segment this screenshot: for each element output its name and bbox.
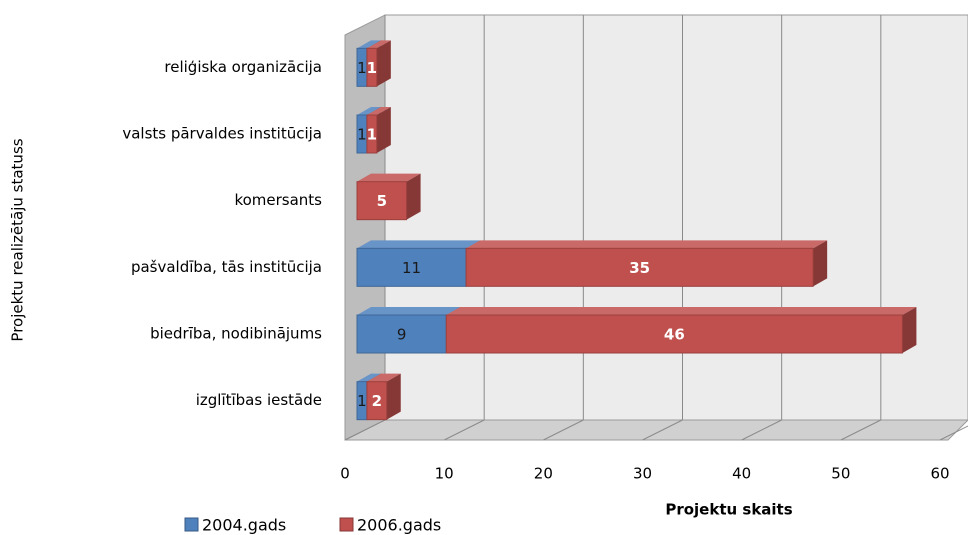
bar-top	[357, 307, 461, 315]
legend-label: 2006.gads	[357, 516, 441, 535]
data-label: 1	[367, 126, 377, 144]
floor-grid-line	[543, 419, 584, 441]
floor-grid-line	[642, 419, 683, 441]
bar-top	[366, 107, 391, 115]
bar-segment	[465, 240, 828, 287]
floor-grid-line	[344, 419, 386, 441]
bar-side	[386, 373, 401, 420]
bar-front	[356, 181, 408, 221]
data-label: 1	[357, 392, 367, 410]
bar-front	[366, 114, 378, 154]
legend-label: 2004.gads	[202, 516, 286, 535]
bar-side	[376, 107, 391, 153]
bar-front	[356, 314, 447, 354]
y-tick-label: biedrība, nodibinājums	[150, 325, 322, 343]
floor-grid-line	[939, 425, 968, 441]
bar-side	[902, 307, 917, 353]
bar-segment	[366, 373, 401, 421]
floor-grid-line	[741, 419, 782, 441]
bar-segment	[356, 173, 421, 221]
data-label: 2	[372, 392, 382, 410]
x-tick-label: 10	[435, 465, 454, 483]
bar-top	[357, 40, 381, 49]
bar-top	[466, 240, 828, 249]
bar-segment	[366, 107, 391, 154]
x-tick-label: 0	[340, 465, 350, 483]
data-label: 1	[367, 59, 377, 77]
bar-side	[406, 173, 421, 220]
bar-top	[357, 240, 481, 249]
y-tick-label: izglītības iestāde	[196, 391, 322, 409]
y-tick-label: komersants	[234, 191, 322, 209]
bar-front	[366, 381, 388, 421]
y-tick-label: valsts pārvaldes institūcija	[122, 125, 322, 143]
x-tick-label: 30	[633, 465, 652, 483]
bar-top	[357, 107, 381, 115]
data-label: 46	[664, 326, 685, 344]
bar-front	[465, 247, 814, 287]
bar-segment	[356, 307, 461, 354]
x-axis-title: Projektu skaits	[665, 501, 792, 519]
y-tick-label: pašvaldība, tās institūcija	[131, 258, 322, 276]
data-label: 1	[357, 126, 367, 144]
bar-front	[356, 247, 467, 287]
bar-top	[446, 307, 917, 315]
data-label: 11	[402, 259, 421, 277]
bar-segment	[445, 307, 917, 354]
y-axis-title: Projektu realizētāju statuss	[9, 138, 27, 341]
data-label: 5	[377, 192, 387, 210]
floor-grid-line	[840, 419, 882, 441]
data-label: 1	[357, 59, 367, 77]
bar-front	[366, 47, 378, 87]
bar-front	[445, 314, 903, 354]
legend-swatch	[339, 517, 354, 532]
bar-top	[357, 173, 421, 182]
bar-top	[366, 373, 401, 382]
data-label: 35	[629, 259, 650, 277]
bar-side	[813, 240, 828, 287]
data-label: 9	[397, 326, 407, 344]
x-tick-label: 40	[732, 465, 751, 483]
y-tick-label: reliģiska organizācija	[164, 58, 322, 76]
floor-grid-line	[443, 419, 485, 441]
bar-side	[376, 40, 391, 87]
bar-top	[366, 40, 391, 49]
bar-segment	[366, 40, 391, 87]
x-tick-label: 50	[831, 465, 850, 483]
bar-top	[357, 373, 381, 382]
x-tick-label: 20	[534, 465, 553, 483]
legend-swatch	[184, 517, 199, 532]
x-tick-label: 60	[930, 465, 949, 483]
